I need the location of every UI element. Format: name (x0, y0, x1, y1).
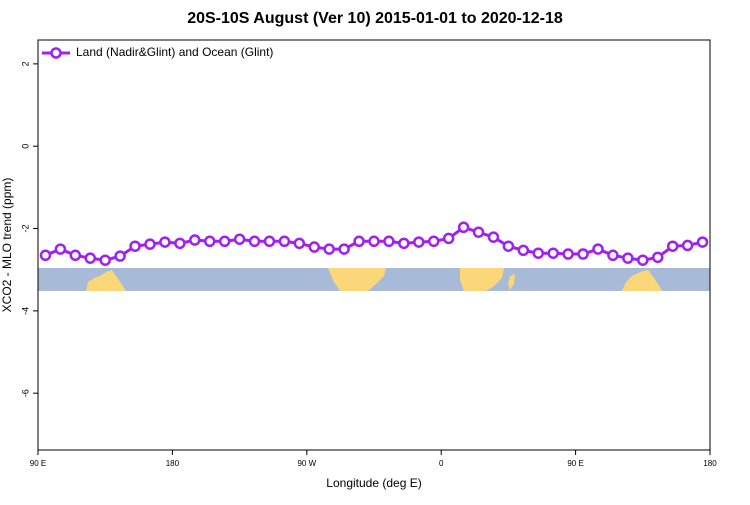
data-point (383, 235, 395, 248)
y-tick-label: -6 (20, 389, 30, 397)
land (508, 274, 515, 290)
data-point (502, 240, 515, 252)
legend-label: Land (Nadir&Glint) and Ocean (Glint) (76, 45, 273, 59)
land (328, 268, 386, 291)
y-tick-label: 0 (20, 144, 30, 149)
data-point (54, 243, 67, 255)
plot-frame (37, 39, 711, 451)
data-point (592, 243, 604, 255)
data-point (577, 248, 589, 260)
data-point (233, 233, 246, 245)
data-point (622, 252, 634, 264)
data-point (248, 235, 261, 248)
data-point (681, 239, 694, 252)
data-point (144, 238, 156, 250)
data-point (84, 252, 97, 264)
data-point (487, 231, 500, 243)
y-tick-label: 2 (20, 61, 30, 66)
x-tick-label: 90 W (297, 459, 316, 468)
data-point (413, 236, 425, 248)
x-tick-label: 0 (439, 459, 444, 468)
x-tick-label: 180 (703, 459, 717, 468)
data-point (278, 235, 291, 248)
data-point (69, 249, 82, 262)
x-tick-label: 90 E (30, 459, 46, 468)
y-tick-label: -2 (20, 225, 30, 233)
x-axis-label: Longitude (deg E) (326, 476, 421, 490)
y-axis-label: XCO2 - MLO trend (ppm) (0, 178, 14, 313)
data-point (368, 235, 380, 248)
land (622, 270, 662, 291)
chart-title: 20S-10S August (Ver 10) 2015-01-01 to 20… (187, 10, 563, 27)
data-point (189, 234, 201, 246)
land (86, 270, 126, 291)
legend-marker (50, 47, 62, 59)
data-point (472, 226, 485, 238)
data-point (39, 249, 52, 262)
data-point (159, 236, 171, 248)
x-tick-label: 180 (166, 459, 180, 468)
data-point (174, 237, 186, 250)
data-point (547, 247, 559, 259)
data-point (517, 244, 530, 257)
data-point (442, 232, 455, 245)
data-point (427, 235, 440, 248)
land (460, 268, 504, 291)
data-point (457, 221, 470, 234)
data-point (114, 250, 126, 262)
data-point (398, 237, 410, 250)
data-point (696, 236, 709, 248)
data-point (323, 243, 335, 255)
data-point (532, 247, 545, 259)
x-tick-label: 90 E (567, 459, 583, 468)
data-point (637, 254, 649, 266)
data-point (338, 243, 350, 255)
data-point (263, 235, 276, 248)
data-point (99, 254, 111, 266)
y-tick-label: -4 (20, 307, 30, 315)
data-point (562, 248, 574, 260)
data-point (651, 251, 664, 264)
data-point (203, 235, 216, 248)
data-point (293, 237, 306, 250)
data-point (607, 249, 619, 262)
data-point (308, 241, 321, 253)
data-point (218, 235, 231, 248)
data-point (129, 240, 141, 252)
legend: Land (Nadir&Glint) and Ocean (Glint) (42, 45, 273, 59)
land-ocean-strip (38, 268, 710, 291)
data-point (666, 240, 679, 252)
data-point (353, 235, 365, 248)
